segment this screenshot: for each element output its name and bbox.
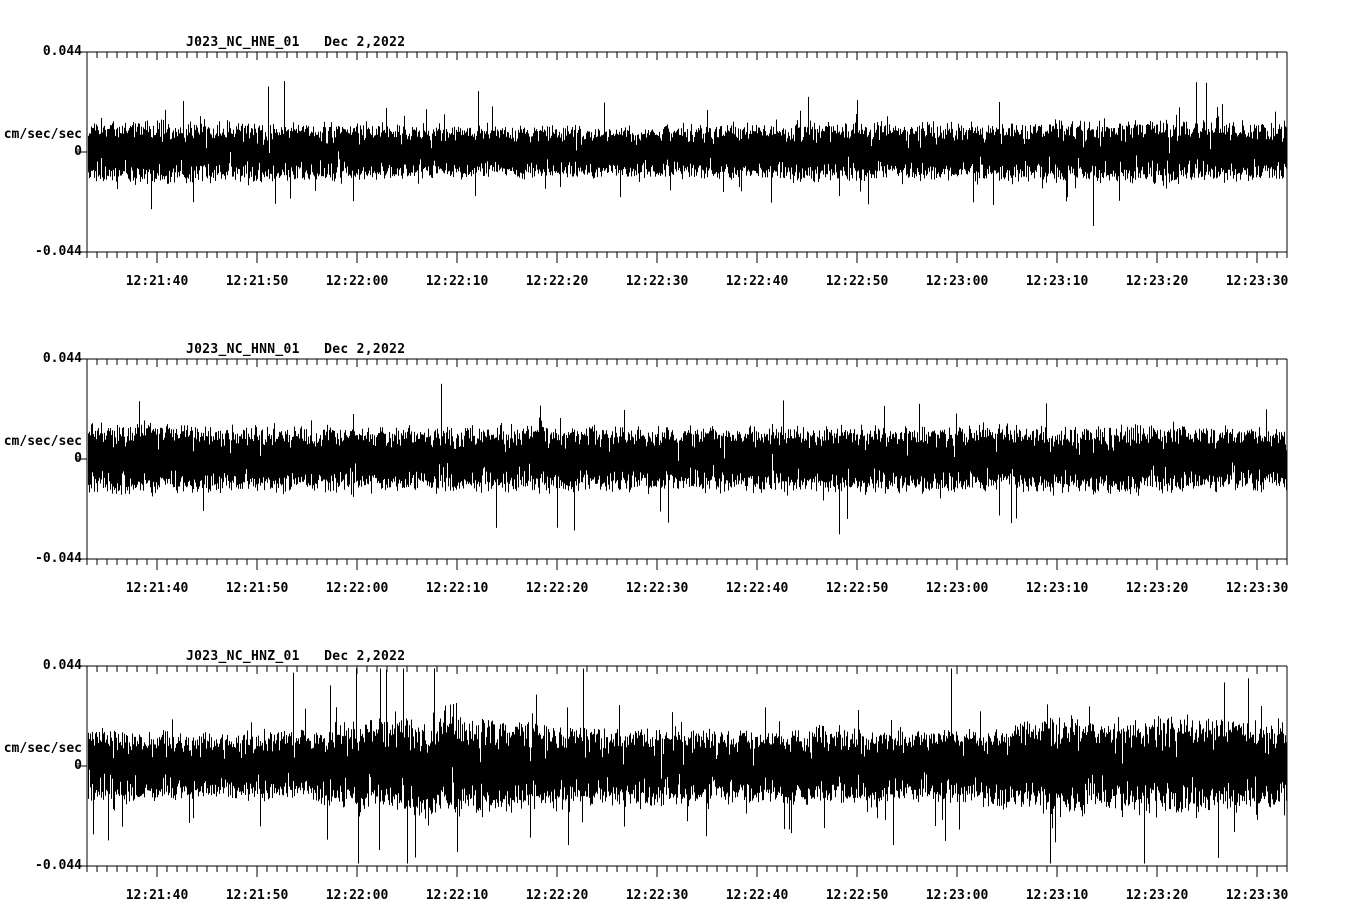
y-axis-unit-label: cm/sec/sec (3, 127, 82, 142)
x-tick-label: 12:22:50 (825, 274, 889, 289)
y-tick-label-min: -0.044 (35, 858, 82, 873)
x-tick-label: 12:22:40 (725, 581, 789, 596)
x-tick-label: 12:21:40 (125, 888, 189, 903)
x-tick-label: 12:21:40 (125, 581, 189, 596)
x-tick-label: 12:22:10 (425, 888, 489, 903)
x-tick-label: 12:22:30 (625, 581, 689, 596)
x-tick-label: 12:23:00 (925, 888, 989, 903)
x-tick-label: 12:21:50 (225, 274, 289, 289)
panel-title: J023_NC_HNN_01 Dec 2,2022 (186, 342, 406, 357)
waveform-trace (88, 667, 1287, 865)
y-tick-label-zero: 0 (74, 451, 82, 466)
y-tick-label-min: -0.044 (35, 244, 82, 259)
x-tick-label: 12:22:30 (625, 274, 689, 289)
x-tick-label: 12:21:50 (225, 581, 289, 596)
x-tick-label: 12:22:40 (725, 274, 789, 289)
x-tick-label: 12:23:00 (925, 581, 989, 596)
waveform-trace (88, 53, 1287, 251)
x-tick-label: 12:23:10 (1025, 274, 1089, 289)
x-tick-label: 12:21:50 (225, 888, 289, 903)
x-tick-label: 12:23:20 (1125, 581, 1189, 596)
x-tick-label: 12:22:50 (825, 581, 889, 596)
x-tick-label: 12:22:20 (525, 581, 589, 596)
panel-title: J023_NC_HNE_01 Dec 2,2022 (186, 35, 406, 50)
x-tick-label: 12:22:20 (525, 888, 589, 903)
panel-title: J023_NC_HNZ_01 Dec 2,2022 (186, 649, 406, 664)
y-tick-label-zero: 0 (74, 144, 82, 159)
x-tick-label: 12:23:20 (1125, 274, 1189, 289)
y-tick-label-min: -0.044 (35, 551, 82, 566)
x-tick-label: 12:22:00 (325, 888, 389, 903)
x-tick-label: 12:23:30 (1225, 274, 1289, 289)
x-tick-label: 12:23:10 (1025, 888, 1089, 903)
x-tick-label: 12:23:30 (1225, 888, 1289, 903)
y-tick-label-max: 0.044 (42, 658, 82, 673)
y-tick-label-max: 0.044 (42, 44, 82, 59)
x-tick-label: 12:22:50 (825, 888, 889, 903)
y-axis-unit-label: cm/sec/sec (3, 741, 82, 756)
y-tick-label-max: 0.044 (42, 351, 82, 366)
x-tick-label: 12:21:40 (125, 274, 189, 289)
x-tick-label: 12:22:30 (625, 888, 689, 903)
y-axis-unit-label: cm/sec/sec (3, 434, 82, 449)
x-tick-label: 12:22:10 (425, 581, 489, 596)
x-tick-label: 12:23:00 (925, 274, 989, 289)
x-tick-label: 12:22:00 (325, 274, 389, 289)
waveform-trace (88, 360, 1287, 558)
x-tick-label: 12:22:40 (725, 888, 789, 903)
x-tick-label: 12:23:10 (1025, 581, 1089, 596)
x-tick-label: 12:22:20 (525, 274, 589, 289)
x-tick-label: 12:23:30 (1225, 581, 1289, 596)
y-tick-label-zero: 0 (74, 758, 82, 773)
x-tick-label: 12:23:20 (1125, 888, 1189, 903)
x-tick-label: 12:22:00 (325, 581, 389, 596)
x-tick-label: 12:22:10 (425, 274, 489, 289)
